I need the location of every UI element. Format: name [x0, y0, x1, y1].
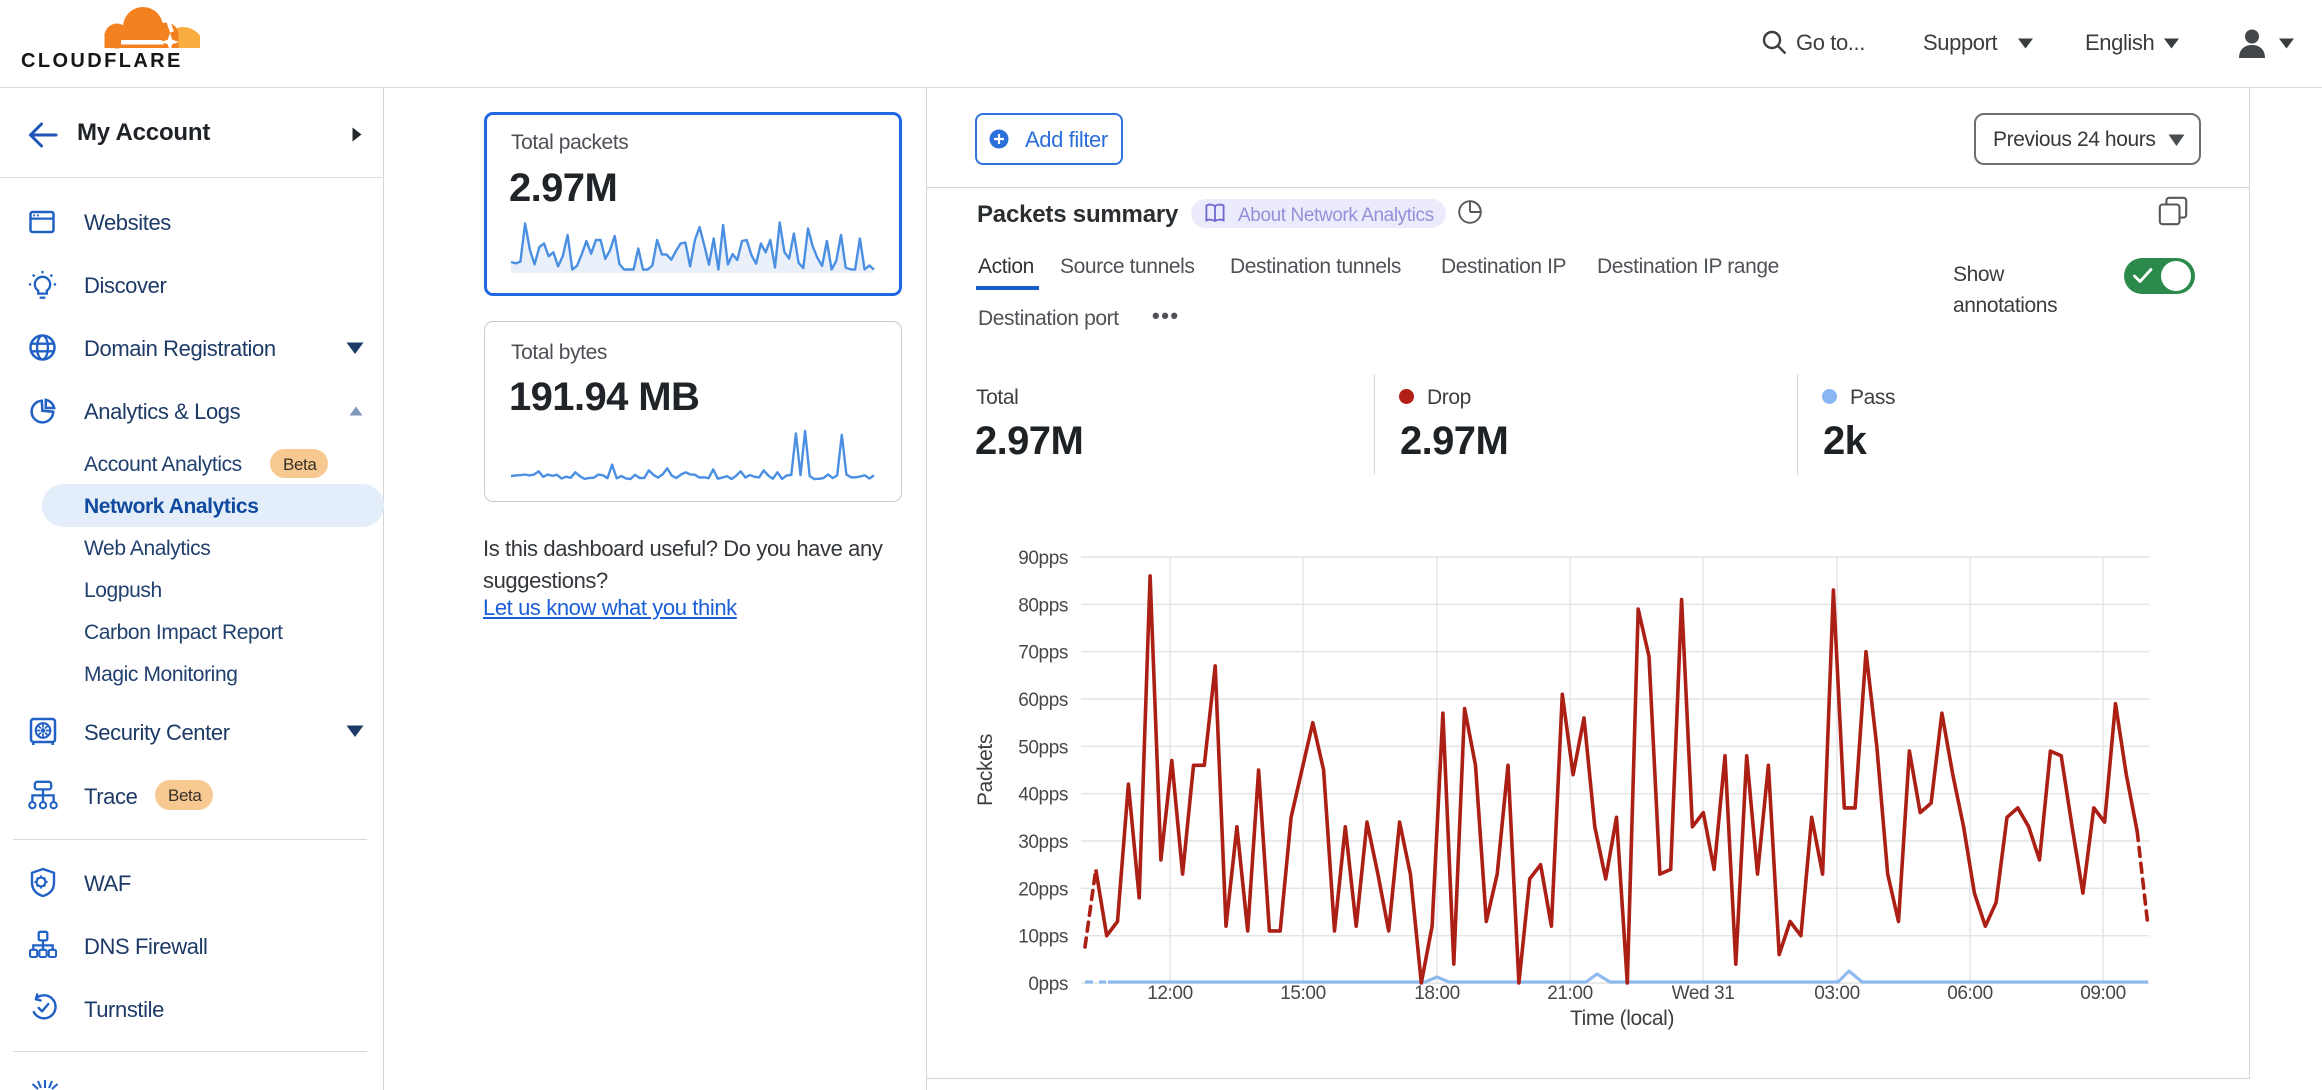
- svg-text:60pps: 60pps: [1018, 690, 1068, 711]
- svg-text:30pps: 30pps: [1018, 832, 1068, 853]
- svg-text:Packets: Packets: [974, 734, 997, 806]
- svg-text:20pps: 20pps: [1018, 879, 1068, 900]
- svg-text:09:00: 09:00: [2080, 983, 2126, 1004]
- svg-text:CLOUDFLARE: CLOUDFLARE: [21, 50, 183, 72]
- svg-text:80pps: 80pps: [1018, 595, 1068, 616]
- svg-text:12:00: 12:00: [1147, 983, 1193, 1004]
- svg-text:Time (local): Time (local): [1570, 1007, 1674, 1030]
- svg-text:70pps: 70pps: [1018, 643, 1068, 664]
- svg-text:03:00: 03:00: [1814, 983, 1860, 1004]
- svg-text:0pps: 0pps: [1028, 974, 1068, 995]
- svg-text:Wed 31: Wed 31: [1672, 983, 1735, 1004]
- svg-text:10pps: 10pps: [1018, 927, 1068, 948]
- svg-text:06:00: 06:00: [1947, 983, 1993, 1004]
- svg-text:50pps: 50pps: [1018, 737, 1068, 758]
- svg-text:15:00: 15:00: [1280, 983, 1326, 1004]
- svg-text:40pps: 40pps: [1018, 785, 1068, 806]
- svg-text:21:00: 21:00: [1547, 983, 1593, 1004]
- svg-text:90pps: 90pps: [1018, 548, 1068, 569]
- svg-text:18:00: 18:00: [1414, 983, 1460, 1004]
